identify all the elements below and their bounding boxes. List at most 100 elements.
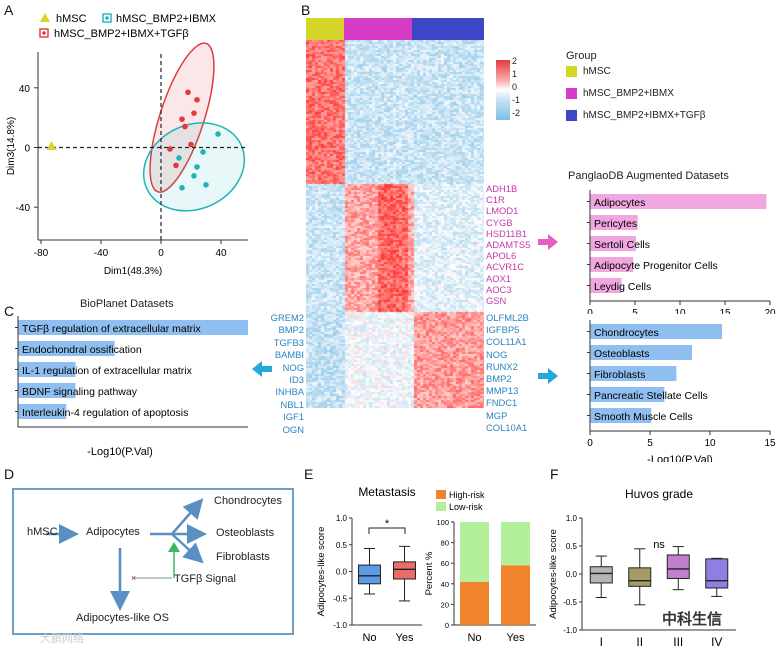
gene-label: NOG [486, 348, 508, 360]
category-label: I [600, 635, 603, 649]
legend-label-hmsc: hMSC [56, 13, 87, 25]
data-point [194, 96, 200, 103]
legend-marker-bmp2 [102, 13, 112, 23]
colorbar-tick-label: -2 [512, 108, 521, 118]
gene-label: NOG [282, 361, 304, 373]
bar [18, 362, 76, 377]
y-tick-label: -1.0 [563, 626, 577, 635]
x-tick-label: 5 [647, 438, 653, 449]
gene-label: COL10A1 [486, 421, 528, 433]
gene-label: ID3 [289, 374, 304, 386]
bar-label: Pancreatic Stellate Cells [594, 390, 708, 402]
x-axis-label: Dim1(48.3%) [104, 266, 162, 277]
y-axis-label: Percent % [424, 551, 435, 595]
gene-label: LMOD1 [486, 205, 519, 217]
y-tick-label: 40 [19, 84, 31, 95]
x-tick-label: 20 [764, 308, 776, 314]
node-chondrocytes: Chondrocytes [214, 495, 282, 507]
point-hmsc [46, 141, 57, 150]
stack-segment [460, 522, 489, 582]
colorbar-tick-label: -1 [512, 95, 521, 105]
category-label: IV [711, 635, 722, 649]
y-tick-label: 0.0 [566, 570, 578, 579]
gene-list-adipo: ADH1B C1R LMOD1 CYGB HSD11B1 ADAMTS5 APOL6 ACVR… [486, 183, 546, 306]
bar-label: Smooth Muscle Cells [594, 411, 693, 423]
bar [590, 194, 767, 209]
y-tick-label: 60 [441, 559, 449, 568]
legend-swatch [436, 502, 446, 511]
data-point [191, 110, 197, 116]
panglao-bar-chart: Adipocytes Pericytes Sertoli Cells Adipocyt… [587, 190, 776, 314]
x-tick-label: -80 [34, 248, 49, 259]
box [705, 558, 729, 589]
group-legend-label: hMSC_BMP2+IBMX+TGFβ [583, 110, 706, 121]
bioplanet-title: BioPlanet Datasets [80, 298, 174, 310]
pca-plot: -80 -40 0 40 40 0 -40 Dim1(48.3%) Dim3(14.8%) [6, 42, 248, 277]
data-point [185, 89, 191, 96]
significance-mark: * [385, 518, 390, 530]
significance-mark: ns [653, 539, 665, 551]
node-adipocytes: Adipocytes [86, 526, 140, 538]
gene-label: MMP13 [486, 385, 519, 397]
watermark-zhongke: 中科生信 [662, 611, 723, 628]
y-tick-label: -1.0 [333, 621, 347, 630]
expression-heatmap [306, 40, 484, 408]
y-tick-label: -0.5 [333, 594, 347, 603]
gene-label: OGN [282, 423, 304, 435]
panel-label-c: C [4, 303, 15, 319]
node-fibroblasts: Fibroblasts [216, 551, 270, 563]
bar [18, 383, 76, 398]
legend-marker-hmsc [40, 13, 50, 22]
bar [590, 408, 652, 423]
category-label: No [362, 632, 376, 644]
celltype-bar-chart: Chondrocytes Osteoblasts Fibroblasts Pancre… [587, 320, 776, 462]
panel-label-e: E [304, 466, 314, 482]
stack-segment [460, 581, 489, 625]
pca-legend: hMSC hMSC_BMP2+IBMX hMSC_BMP2+IBMX+TGFβ [39, 13, 217, 40]
box [393, 561, 416, 580]
metastasis-boxplot: 1.0 0.5 0.0 -0.5 -1.0 No Yes Metastasis Adipocyt… [316, 485, 422, 644]
legend-label-bmp2: hMSC_BMP2+IBMX [116, 13, 217, 25]
gene-label: ACVR1C [486, 261, 525, 273]
gene-label: CYGB [486, 216, 513, 228]
gene-label: IGFBP5 [486, 324, 520, 336]
legend-marker-dot-bmp2 [105, 16, 109, 20]
stack-segment [501, 565, 530, 625]
group-legend-label: hMSC [583, 66, 611, 77]
bar [590, 387, 665, 402]
bar-label: Chondrocytes [594, 327, 659, 339]
legend-label: Low-risk [449, 502, 483, 512]
x-tick-label: 10 [674, 308, 686, 314]
y-tick-label: 0 [445, 621, 449, 630]
bar [590, 278, 622, 293]
data-point [188, 141, 194, 148]
x-tick-label: 40 [215, 248, 227, 259]
x-tick-label: 0 [158, 248, 164, 259]
box [358, 564, 381, 585]
node-hmsc: hMSC [27, 526, 58, 538]
colorbar-tick-label: 2 [512, 56, 518, 66]
lineage-diagram [12, 488, 294, 635]
bar [590, 366, 677, 381]
gene-label: INHBA [275, 386, 304, 398]
group-legend: hMSC hMSC_BMP2+IBMX hMSC_BMP2+IBMX+TGFβ [566, 66, 776, 136]
box [628, 567, 652, 587]
x-tick-label: 10 [704, 438, 716, 449]
gene-label: BMP2 [486, 373, 512, 385]
x-tick-label: 15 [719, 308, 731, 314]
gene-list-right: OLFML2B IGFBP5 COL11A1 NOG RUNX2 BMP2 MMP13 FND… [486, 312, 546, 434]
risk-stacked-bar: 100 80 60 40 20 0 No Yes High-risk Low-risk Percen… [424, 490, 536, 644]
gene-label: BAMBI [274, 349, 304, 361]
category-label: No [467, 632, 481, 644]
gene-label: NBL1 [280, 398, 304, 410]
data-point [179, 184, 185, 191]
colorbar-tick-label: 0 [512, 82, 518, 92]
legend-label: High-risk [449, 490, 485, 500]
gene-label: AOX1 [486, 272, 512, 284]
bar [590, 345, 692, 360]
bar [590, 236, 636, 251]
y-tick-label: 0.0 [336, 568, 348, 577]
heatmap-colorbar [496, 60, 510, 120]
watermark-dapeng: 大鹏网络 [40, 633, 84, 645]
